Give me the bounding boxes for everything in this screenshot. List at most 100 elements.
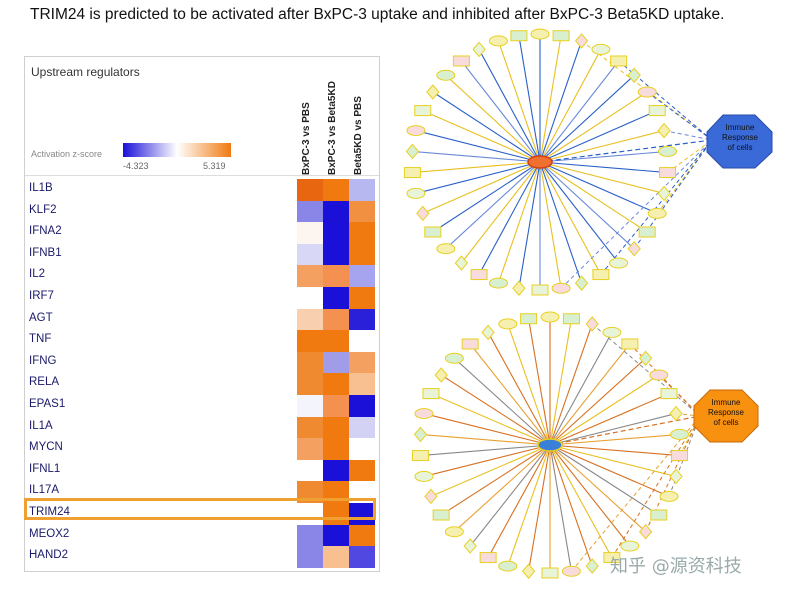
network-node [414,470,434,482]
heatmap-cell [349,179,375,201]
heatmap-cell [323,373,349,396]
network-edge [549,444,593,567]
network-node [585,316,599,332]
network-node [436,243,456,255]
network-edge [539,40,583,163]
row-label-il1b: IL1B [29,182,53,194]
row-label-ifnb1: IFNB1 [29,246,62,259]
row-label-mycn: MYCN [29,441,63,454]
row-label-ifna2: IFNA2 [29,225,62,238]
network-dashed-edge [581,40,713,141]
network-node [669,405,683,422]
network-node [562,313,580,325]
network-edge [549,444,677,477]
network-edge [539,91,648,163]
row-label-hand2: HAND2 [29,549,68,562]
heatmap-cell [323,243,349,266]
network-edge [539,161,562,289]
network-node [541,567,559,579]
heatmap-cell [323,330,349,353]
network-edge [539,161,665,194]
heatmap-cell [323,438,349,461]
network-edge [549,374,660,446]
network-node [472,41,486,58]
network-dashed-edge [591,323,701,417]
network-edge [445,74,541,163]
heatmap-cell [349,481,375,504]
network-edge [497,161,541,284]
network-edge [412,150,541,163]
network-node [531,284,549,296]
zscore-min: -4.323 [123,161,149,171]
network-node [444,526,464,538]
network-node [479,552,497,564]
row-label-rela: RELA [29,376,60,389]
network-edge [415,130,541,163]
network-edge [549,444,670,497]
network-node [638,350,653,367]
network-node [627,240,641,257]
network-edge [507,323,551,446]
hub-target-edge [539,139,713,163]
heatmap-cell [349,459,375,482]
network-node [657,122,671,139]
network-edge [539,49,602,163]
network-node [530,28,550,40]
network-node [510,30,528,42]
row-label-klf2: KLF2 [29,203,57,216]
network-node [638,523,653,540]
heatmap-cell [297,351,323,374]
network-edge [528,444,551,572]
network-edge [528,318,551,446]
network-edge [549,323,593,446]
row-label-tnf: TNF [29,333,52,346]
heatmap-cell [297,546,323,569]
network-node [658,145,678,157]
network-dashed-edge [560,139,713,289]
network-dashed-edge [663,130,713,141]
network-node [432,509,450,521]
network-node [411,450,429,462]
network-edge [539,35,562,163]
network-edge [549,393,670,446]
network-edge [430,444,551,497]
target-top-line1: Immune [726,123,755,132]
network-node [521,563,536,580]
network-edge [412,161,541,174]
target-bottom-line3: of cells [714,418,739,427]
network-node [436,69,456,81]
network-edge [460,60,541,163]
network-edge [539,74,635,163]
network-edge [415,161,541,194]
watermark: 知乎 @源资科技 [610,556,742,577]
network-edge [549,444,647,533]
heatmap-cell [297,243,323,266]
network-node [463,538,477,554]
network-node [671,450,689,462]
target-node-top: Immune Response of cells [706,114,773,169]
row-label-ifnl1: IFNL1 [29,462,61,475]
network-edge [518,161,541,289]
network-edge [539,130,665,163]
network-node [414,408,434,420]
network-edge [539,161,635,250]
header-divider [25,175,379,176]
target-top-line2: Response [722,133,759,142]
heatmap-cell [323,179,349,201]
heatmap-cell [323,416,349,439]
figure-title: TRIM24 is predicted to be activated afte… [30,6,725,23]
row-label-ifng: IFNG [29,354,57,367]
panel-title: Upstream regulators [31,65,140,79]
network-node [426,84,440,100]
network-edge [539,60,620,163]
network-edge [549,318,572,446]
network-node [520,313,538,325]
zscore-gradient-bar [123,143,231,157]
heatmap-cell [297,222,323,245]
network-node [470,269,488,281]
heatmap-cell [349,438,375,461]
network-node [488,35,508,47]
heatmap-cell [349,330,375,353]
network-node [610,55,628,67]
heatmap-cell [323,459,349,482]
